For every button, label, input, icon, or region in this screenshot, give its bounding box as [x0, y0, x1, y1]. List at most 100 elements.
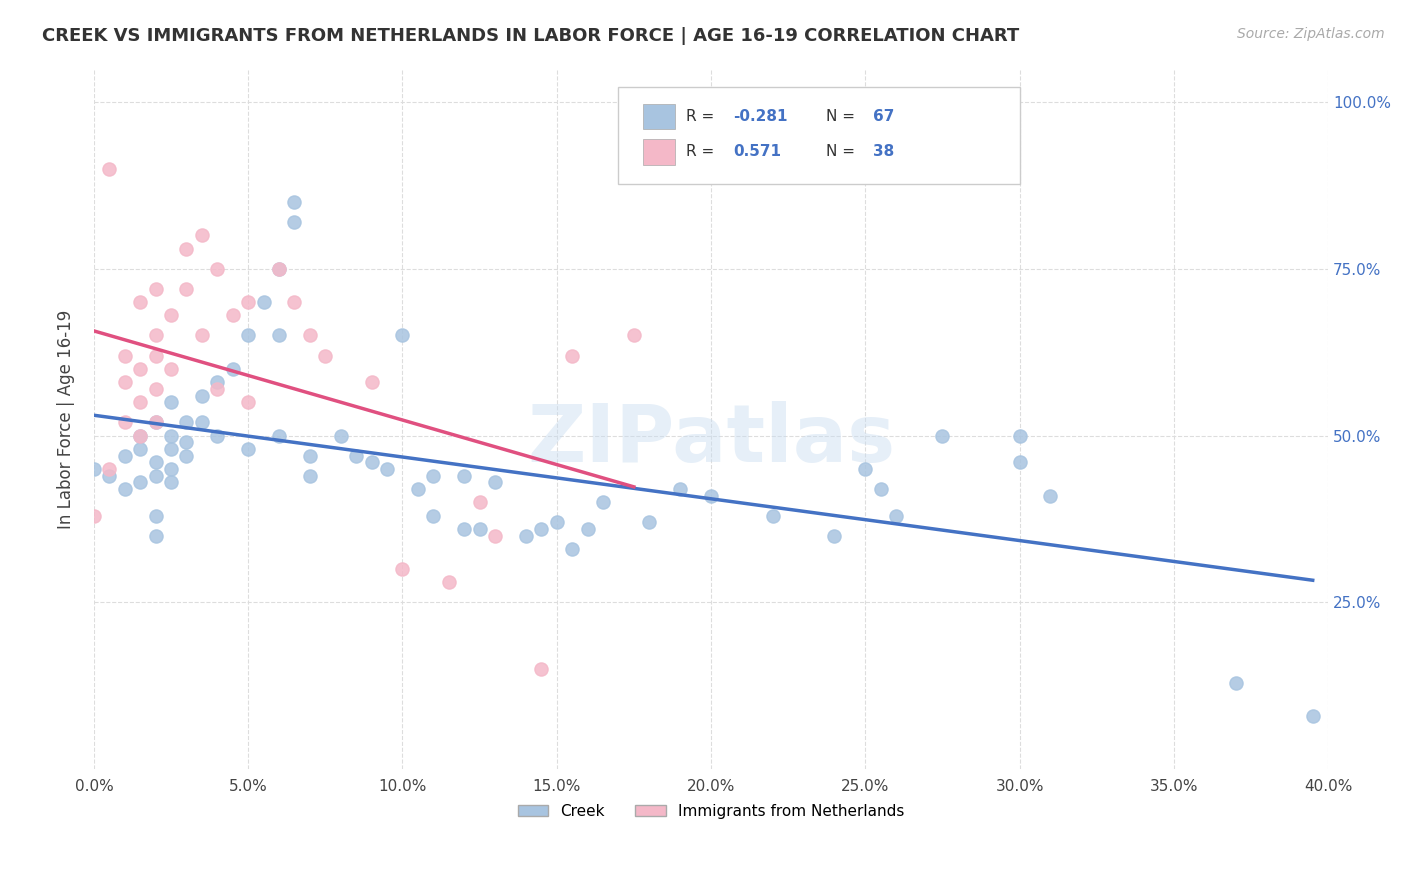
Point: [176, 242, 198, 256]
Text: -0.281: -0.281: [734, 110, 787, 124]
Point: [145, 328, 167, 343]
Point: [253, 295, 276, 310]
Point: [176, 435, 198, 450]
Point: [468, 495, 491, 509]
Point: [484, 475, 506, 490]
Point: [1225, 675, 1247, 690]
Point: [283, 194, 305, 209]
FancyBboxPatch shape: [619, 87, 1019, 184]
Point: [145, 415, 167, 429]
Point: [669, 482, 692, 496]
Point: [98, 468, 121, 483]
Point: [267, 328, 290, 343]
Point: [129, 428, 152, 442]
Point: [160, 462, 183, 476]
Point: [176, 282, 198, 296]
Point: [129, 442, 152, 456]
Point: [298, 328, 321, 343]
Point: [530, 522, 553, 536]
Point: [298, 468, 321, 483]
Point: [114, 482, 136, 496]
Point: [453, 522, 475, 536]
Text: 0.571: 0.571: [734, 145, 782, 160]
Point: [484, 529, 506, 543]
Text: N =: N =: [825, 145, 859, 160]
Text: 67: 67: [873, 110, 894, 124]
Point: [298, 449, 321, 463]
Point: [160, 428, 183, 442]
Point: [375, 462, 398, 476]
Point: [207, 382, 229, 396]
Point: [145, 455, 167, 469]
Point: [145, 349, 167, 363]
Point: [931, 428, 953, 442]
Point: [546, 516, 568, 530]
Point: [114, 449, 136, 463]
Point: [129, 475, 152, 490]
Point: [561, 542, 583, 557]
Point: [576, 522, 599, 536]
Point: [238, 295, 260, 310]
Point: [98, 161, 121, 176]
Point: [267, 261, 290, 276]
Point: [129, 295, 152, 310]
Point: [145, 382, 167, 396]
Point: [238, 442, 260, 456]
Point: [406, 482, 429, 496]
Point: [468, 522, 491, 536]
Point: [391, 328, 413, 343]
Point: [391, 562, 413, 576]
Point: [314, 349, 336, 363]
Text: CREEK VS IMMIGRANTS FROM NETHERLANDS IN LABOR FORCE | AGE 16-19 CORRELATION CHAR: CREEK VS IMMIGRANTS FROM NETHERLANDS IN …: [42, 27, 1019, 45]
Point: [360, 455, 382, 469]
Point: [762, 508, 785, 523]
Point: [145, 468, 167, 483]
Point: [98, 462, 121, 476]
Point: [437, 575, 460, 590]
Point: [160, 362, 183, 376]
Point: [145, 529, 167, 543]
Point: [869, 482, 891, 496]
Point: [700, 489, 723, 503]
Text: R =: R =: [686, 110, 720, 124]
Point: [114, 349, 136, 363]
Point: [267, 261, 290, 276]
Point: [623, 328, 645, 343]
FancyBboxPatch shape: [643, 139, 675, 164]
Legend: Creek, Immigrants from Netherlands: Creek, Immigrants from Netherlands: [512, 797, 911, 825]
Point: [422, 508, 444, 523]
Point: [267, 428, 290, 442]
Point: [191, 388, 214, 402]
Point: [207, 428, 229, 442]
Text: Source: ZipAtlas.com: Source: ZipAtlas.com: [1237, 27, 1385, 41]
Point: [238, 328, 260, 343]
Point: [592, 495, 614, 509]
Point: [422, 468, 444, 483]
Point: [561, 349, 583, 363]
Point: [515, 529, 537, 543]
Point: [176, 415, 198, 429]
Point: [145, 508, 167, 523]
Point: [191, 228, 214, 243]
Point: [207, 375, 229, 389]
Point: [1039, 489, 1062, 503]
Point: [114, 375, 136, 389]
Point: [160, 475, 183, 490]
Point: [160, 442, 183, 456]
Point: [638, 516, 661, 530]
Text: 38: 38: [873, 145, 894, 160]
Point: [145, 282, 167, 296]
Point: [329, 428, 352, 442]
Point: [176, 449, 198, 463]
Point: [191, 415, 214, 429]
Point: [344, 449, 367, 463]
Point: [823, 529, 845, 543]
Point: [283, 295, 305, 310]
Text: ZIPatlas: ZIPatlas: [527, 401, 896, 479]
FancyBboxPatch shape: [643, 104, 675, 129]
Point: [160, 309, 183, 323]
Point: [530, 662, 553, 676]
Point: [222, 309, 245, 323]
Point: [207, 261, 229, 276]
Point: [83, 462, 105, 476]
